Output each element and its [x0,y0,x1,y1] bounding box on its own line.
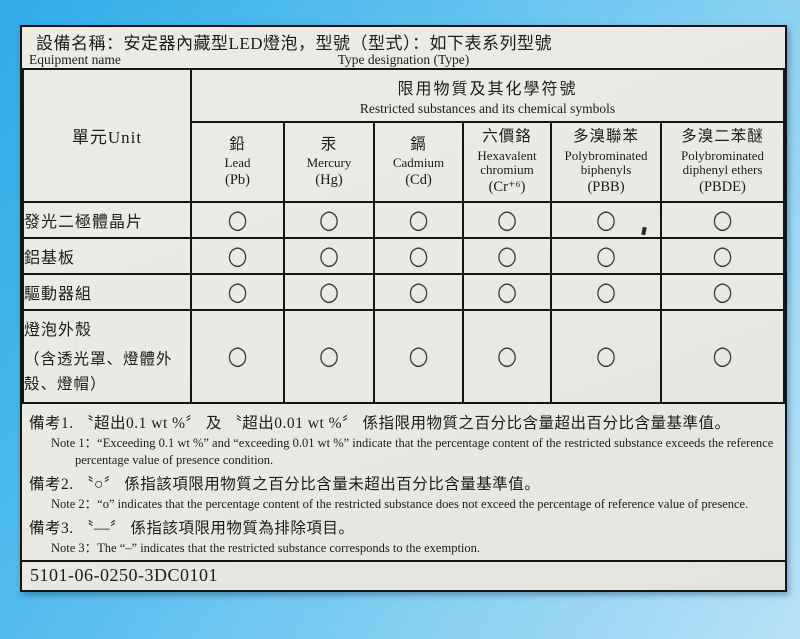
column-zh: 多溴聯苯 [572,128,639,146]
document-code: 5101-06-0250-3DC0101 [22,560,785,590]
mark-cell: ○ [190,309,285,404]
circle-mark: ○ [496,276,518,306]
column-zh: 多溴二苯醚 [681,128,764,146]
circle-mark: ○ [496,240,518,270]
circle-mark: ○ [595,276,617,306]
mark-cell: ○ [462,309,552,404]
column-en: Cadmium [392,155,445,171]
mark-cell: ○ [190,273,285,311]
column-en: Hexavalent chromium [477,147,537,178]
column-zh: 六價鉻 [482,128,532,146]
column-header-lead: 鉛 Lead (Pb) [190,121,285,203]
circle-mark: ○ [408,276,429,306]
column-symbol: (PBDE) [699,179,746,195]
mark-cell: ○ [660,273,785,311]
mark-cell: ○ [462,273,552,311]
column-symbol: (Cr⁺⁶) [488,179,526,195]
column-header-cadmium: 鎘 Cadmium (Cd) [373,121,464,203]
mark-cell: ○ [283,237,375,275]
circle-mark: ○ [595,341,617,371]
mark-cell: ○ [283,201,375,239]
mark-cell: ○ [190,201,285,239]
circle-mark: ○ [496,204,518,234]
circle-mark: ○ [408,240,429,270]
circle-mark: ○ [595,204,617,234]
circle-mark: ○ [408,341,429,371]
column-zh: 鉛 [229,135,246,153]
column-header-mercury: 汞 Mercury (Hg) [283,121,375,203]
document-title: 設備名稱：安定器內藏型LED燈泡，型號（型式）：如下表系列型號 [36,34,553,53]
mark-cell: ○ [373,309,464,404]
column-symbol: (Cd) [405,171,432,188]
circle-mark: ○ [712,276,733,306]
mark-cell: ○ [550,309,662,404]
column-header-pbde: 多溴二苯醚 Polybrominated diphenyl ethers (PB… [660,121,785,203]
circle-mark: ○ [227,276,248,306]
type-designation-label: Type designation (Type) [337,52,470,67]
column-en: Polybrominated diphenyl ethers [680,147,765,178]
circle-mark: ○ [712,240,733,270]
equipment-name-label: Equipment name [29,52,121,67]
mark-cell: ○ [660,201,785,239]
row-label-sub: （含透光罩、燈體外殼、燈帽） [24,350,173,393]
mark-cell: ○ [660,237,785,275]
column-header-pbb: 多溴聯苯 Polybrominated biphenyls (PBB) [550,121,662,203]
circle-mark: ○ [318,240,340,270]
substances-table: 單元Unit 限用物質及其化學符號 Restricted substances … [22,68,785,404]
note2-en: Note 2：“o” indicates that the percentage… [51,496,749,511]
mark-cell: ○ [373,201,464,239]
table-row-aluminum-substrate: 鋁基板 ○ ○ ○ ○ ○ ○ [22,237,785,275]
circle-mark: ○ [318,341,340,371]
mark-cell: ○ [373,237,464,275]
row-label: 鋁基板 [22,237,192,275]
column-header-hexavalent-chromium: 六價鉻 Hexavalent chromium (Cr⁺⁶) [462,121,552,203]
note3-en: Note 3：The “–” indicates that the restri… [51,540,481,555]
circle-mark: ○ [595,240,617,270]
mark-cell: ○ [660,309,785,404]
column-en: Polybrominated biphenyls [564,147,648,178]
circle-mark: ○ [408,204,429,234]
declaration-document: 設備名稱：安定器內藏型LED燈泡，型號（型式）：如下表系列型號 Equipmen… [20,25,787,592]
mark-cell: ○ [283,273,375,311]
restricted-header-zh: 限用物質及其化學符號 [397,80,578,98]
note1-en: Note 1：“Exceeding 0.1 wt %” and “exceedi… [51,436,774,467]
restricted-header-cell: 限用物質及其化學符號 Restricted substances and its… [190,68,785,123]
mark-cell: ○ [550,273,662,311]
mark-cell: ○ [550,237,662,275]
note3-zh: 備考3. 〝—〞 係指該項限用物質為排除項目。 [29,519,355,537]
notes-section: 備考1. 〝超出0.1 wt %〞 及 〝超出0.01 wt %〞 係指限用物質… [22,404,785,560]
note1-zh: 備考1. 〝超出0.1 wt %〞 及 〝超出0.01 wt %〞 係指限用物質… [29,415,731,432]
column-en: Lead [224,155,251,171]
circle-mark: ○ [318,276,340,306]
column-en: Mercury [306,155,352,171]
row-label: 燈泡外殼 （含透光罩、燈體外殼、燈帽） [22,309,192,404]
circle-mark: ○ [496,341,518,371]
circle-mark: ○ [227,341,248,371]
column-symbol: (Pb) [225,171,250,188]
table-row-led-chip: 發光二極體晶片 ○ ○ ○ ○ ○ ○ [22,201,785,239]
restricted-header-en: Restricted substances and its chemical s… [359,100,616,116]
column-symbol: (PBB) [587,179,625,195]
row-label: 發光二極體晶片 [22,201,192,239]
circle-mark: ○ [712,204,733,234]
circle-mark: ○ [712,341,733,371]
column-symbol: (Hg) [315,171,343,188]
table-row-driver-set: 驅動器組 ○ ○ ○ ○ ○ ○ [22,273,785,311]
circle-mark: ○ [318,204,340,234]
mark-cell: ○ [283,309,375,404]
row-label-main: 燈泡外殼 [24,321,93,339]
mark-cell: ○ [190,237,285,275]
document-header: 設備名稱：安定器內藏型LED燈泡，型號（型式）：如下表系列型號 Equipmen… [22,27,785,68]
note2-zh: 備考2. 〝○〞 係指該項限用物質之百分比含量未超出百分比含量基準值。 [29,475,541,493]
unit-header-cell: 單元Unit [22,68,192,203]
table-row-bulb-housing: 燈泡外殼 （含透光罩、燈體外殼、燈帽） ○ ○ ○ ○ ○ ○ [22,309,785,404]
row-label: 驅動器組 [22,273,192,311]
circle-mark: ○ [227,204,248,234]
column-zh: 汞 [320,135,338,153]
mark-cell: ○ [373,273,464,311]
mark-cell: ○ [462,201,552,239]
mark-cell: ○ [462,237,552,275]
column-zh: 鎘 [410,135,427,153]
circle-mark: ○ [227,240,248,270]
